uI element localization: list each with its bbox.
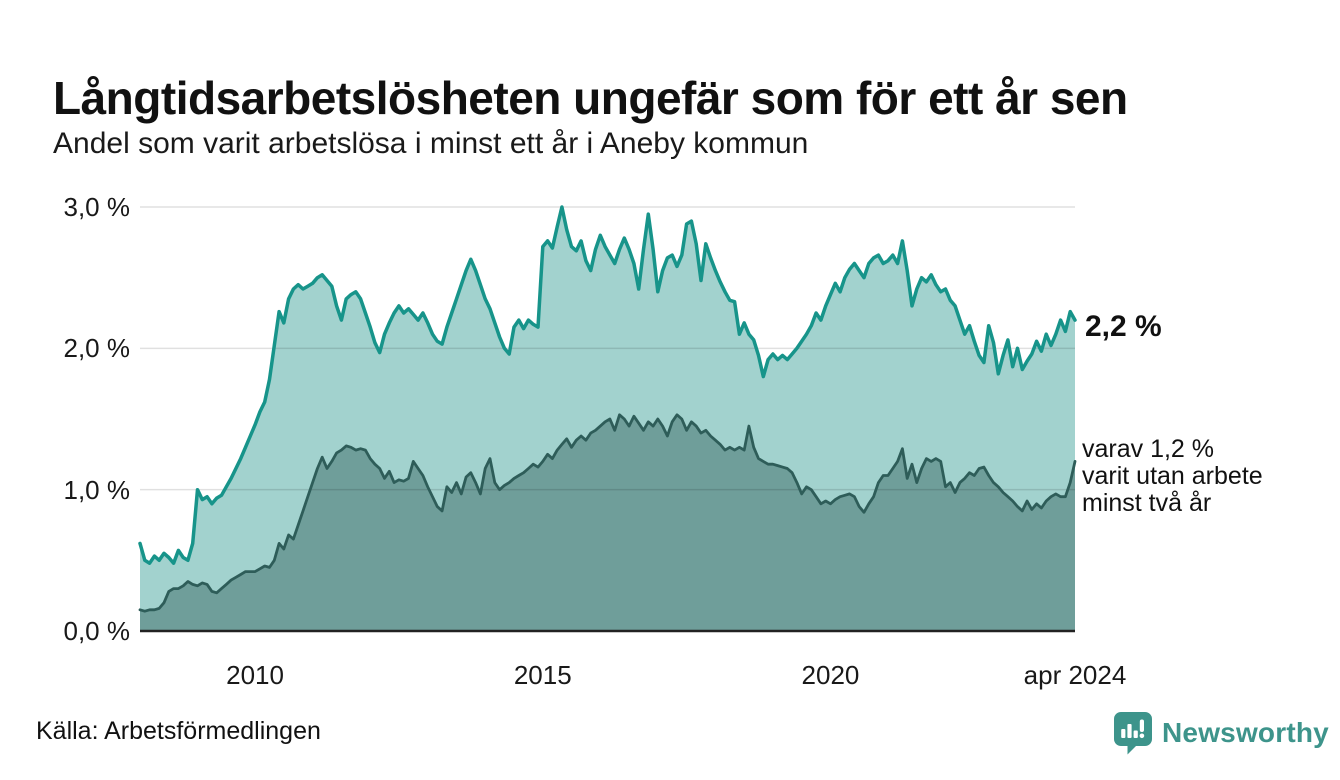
x-tick-label: 2020 — [801, 660, 860, 690]
y-tick-label: 0,0 % — [63, 616, 131, 646]
source-caption: Källa: Arbetsförmedlingen — [36, 717, 321, 745]
chart-title: Långtidsarbetslösheten ungefär som för e… — [53, 71, 1128, 124]
two-year-series-line — [138, 413, 1077, 613]
two-year-annotation: varav 1,2 % varit utan arbete minst två … — [1082, 436, 1263, 517]
y-tick-label: 2,0 % — [63, 333, 131, 364]
newsworthy-bubble-chart-icon — [1114, 712, 1152, 755]
chart-subtitle: Andel som varit arbetslösa i minst ett å… — [53, 127, 809, 160]
total-series-line — [138, 205, 1077, 565]
newsworthy-wordmark: Newsworthy — [1162, 717, 1329, 748]
two-year-series-area — [140, 414, 1075, 631]
y-tick-label: 1,0 % — [63, 474, 131, 505]
annotation-line: minst två år — [1082, 489, 1212, 517]
x-tick-label: 2010 — [226, 660, 284, 690]
gridlines — [140, 206, 1075, 491]
x-tick-label: apr 2024 — [1023, 660, 1127, 690]
annotation-line: varav 1,2 % — [1082, 435, 1215, 463]
latest-total-label: 2,2 % — [1085, 310, 1162, 343]
annotation-line: varit utan arbete — [1082, 462, 1263, 490]
y-tick-label: 3,0 % — [63, 192, 131, 222]
x-tick-label: 2015 — [513, 660, 572, 690]
newsworthy-branding: Newsworthy — [1113, 711, 1329, 755]
